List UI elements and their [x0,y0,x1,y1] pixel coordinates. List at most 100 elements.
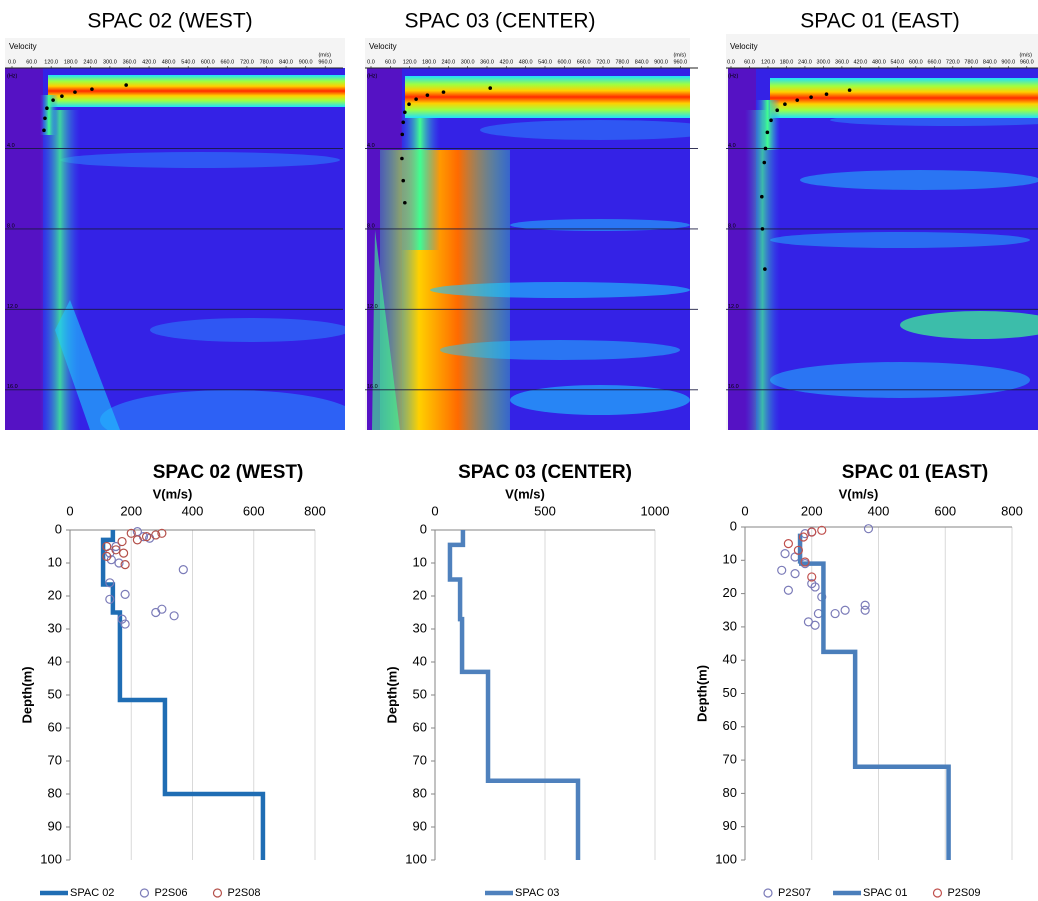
pick-point [847,88,852,92]
legend-label: SPAC 02 [70,887,114,899]
data-point [105,578,115,588]
y-tick-label: 20 [48,587,62,602]
legend-label: P2S09 [947,887,980,899]
y-tick-label: 30 [48,620,62,635]
pick-point [60,94,64,98]
x-tick-label: 840.0 [635,59,649,65]
data-point [777,565,787,575]
x-tick-label: 0 [431,503,438,518]
pick-point [769,118,773,123]
legend-label: P2S07 [778,887,811,899]
dispersion-image [5,68,345,430]
y-tick-label: 16.0 [367,384,378,390]
x-tick-label: 540.0 [538,59,552,65]
x-tick-label: 900.0 [299,59,313,65]
x-tick-label: 240.0 [83,59,97,65]
x-tick-label: 500 [534,503,556,518]
data-point [810,620,820,630]
chart-title: SPAC 02 (WEST) [153,462,304,483]
x-tick-label: 600 [934,503,956,518]
x-tick-label: 960.0 [1020,59,1034,65]
y-tick-label: 100 [405,851,427,866]
x-tick-label: 240.0 [798,59,812,65]
x-tick-label: 0.0 [8,59,16,65]
legend-label: SPAC 01 [863,887,907,899]
pick-point [760,227,765,231]
y-tick-label: 100 [715,851,737,866]
pick-point [763,267,767,271]
pick-point [401,120,406,125]
x-tick-label: 240.0 [441,59,455,65]
data-point [810,582,820,592]
x-tick-label: 60.0 [744,59,755,65]
y-tick-label: 80 [48,785,62,800]
y-tick-label: 80 [723,785,737,800]
plot-marks [777,524,951,860]
y-tick-label: 80 [413,785,427,800]
pick-point [401,178,406,183]
data-point [120,589,130,599]
x-tick-label: 780.0 [615,59,629,65]
pick-point [783,102,787,106]
x-tick-label: 600 [243,503,265,518]
data-point [111,545,121,555]
profile-line [797,533,951,860]
chart-title: SPAC 01 (EAST) [842,462,988,483]
y-tick-label: 4.0 [367,143,375,149]
pick-point [51,98,55,102]
x-tick-label: 540.0 [890,59,904,65]
y-tick-label: 40 [48,653,62,668]
x-tick-label: 660.0 [577,59,591,65]
x-unit: (m/s) [1019,52,1032,58]
x-tick-label: 420.0 [499,59,513,65]
y-tick-label: 4.0 [7,143,15,149]
x-tick-label: 800 [304,503,326,518]
y-tick-label: 16.0 [728,384,739,390]
x-tick-label: 360.0 [123,59,137,65]
data-point [105,594,115,604]
pick-point [400,132,405,137]
y-tick-label: 12.0 [728,304,739,310]
x-tick-label: 200 [801,503,823,518]
data-point [111,541,121,552]
x-tick-label: 400 [868,503,890,518]
x-tick-label: 180.0 [64,59,78,65]
y-tick-label: 20 [723,585,737,600]
x-tick-label: 800 [1001,503,1023,518]
pick-point [42,128,46,133]
data-point [798,532,809,542]
pick-point [763,146,768,151]
x-tick-label: 600.0 [201,59,215,65]
pick-point [43,116,47,121]
data-point [102,551,112,562]
pick-point [760,194,764,199]
x-axis-label: V(m/s) [839,486,879,501]
data-point [807,579,817,589]
x-tick-label: 360.0 [480,59,494,65]
data-point [157,604,167,614]
pick-point [425,93,430,97]
dispersion-image [728,68,1038,430]
legend-label: P2S08 [227,887,260,899]
pick-point [762,160,767,165]
data-point [860,600,870,610]
y-tick-label: 70 [48,752,62,767]
y-axis-label: Depth(m) [19,666,34,723]
y-tick-label: 50 [413,686,427,701]
x-tick-label: 480.0 [162,59,176,65]
legend-swatch [763,888,773,898]
x-tick-label: 480.0 [519,59,533,65]
y-unit: (Hz) [367,73,378,79]
x-tick-label: 300.0 [461,59,475,65]
x-tick-label: 720.0 [946,59,960,65]
y-tick-label: 0 [420,521,427,536]
y-tick-label: 12.0 [7,304,18,310]
y-tick-label: 16.0 [7,384,18,390]
x-tick-label: 960.0 [673,59,687,65]
x-tick-label: 840.0 [983,59,997,65]
pick-point [775,108,780,113]
pick-point [488,86,493,90]
x-tick-label: 1000 [641,503,670,518]
y-tick-label: 10 [48,554,62,569]
